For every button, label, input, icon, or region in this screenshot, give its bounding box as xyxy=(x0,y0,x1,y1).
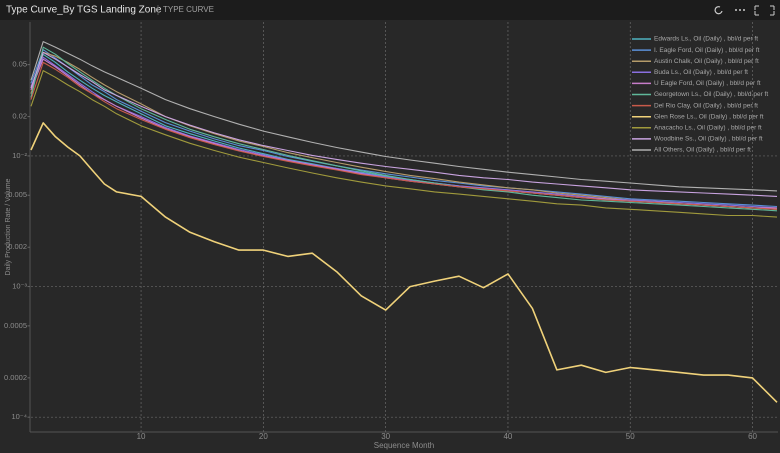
more-icon[interactable] xyxy=(735,9,745,11)
legend-label: Edwards Ls., Oil (Daily) , bbl/d per ft xyxy=(654,36,758,43)
legend-label: Woodbine Ss., Oil (Daily) , bbl/d per ft xyxy=(654,136,763,143)
dot[interactable] xyxy=(743,9,745,11)
y-tick-label: 0.0005 xyxy=(4,321,27,330)
x-axis-label: Sequence Month xyxy=(374,441,435,450)
y-tick-label: 0.0002 xyxy=(4,373,27,382)
dot[interactable] xyxy=(735,9,737,11)
x-tick-label: 50 xyxy=(626,432,635,441)
header-bar xyxy=(0,0,780,20)
y-tick-label: 0.02 xyxy=(12,112,27,121)
legend-label: Del Rio Clay, Oil (Daily) , bbl/d per ft xyxy=(654,102,758,109)
y-tick-label: 0.05 xyxy=(12,60,27,69)
series-line xyxy=(30,56,778,209)
legend-label: Austin Chalk, Oil (Daily) , bbl/d per ft xyxy=(654,58,759,65)
series-line xyxy=(30,70,778,218)
legend-label: Buda Ls., Oil (Daily) , bbl/d per ft xyxy=(654,69,748,76)
legend-label: Anacacho Ls., Oil (Daily) , bbl/d per ft xyxy=(654,125,762,132)
legend-label: I. Eagle Ford, Oil (Daily) , bbl/d per f… xyxy=(654,47,760,54)
series-line xyxy=(30,122,778,403)
legend-label: U Eagle Ford, Oil (Daily) , bbl/d per ft xyxy=(654,80,761,87)
legend-label: All Others, Oil (Daily) , bbl/d per ft xyxy=(654,147,751,154)
y-tick-label: 0.005 xyxy=(8,190,27,199)
x-tick-label: 30 xyxy=(381,432,390,441)
series-line xyxy=(30,46,778,212)
header-tag: TYPE CURVE xyxy=(163,5,214,14)
header-title: Type Curve_By TGS Landing Zone xyxy=(6,5,162,16)
refresh-icon[interactable] xyxy=(714,6,723,15)
series-line xyxy=(30,41,778,192)
x-tick-label: 40 xyxy=(503,432,512,441)
y-tick-label: 0.002 xyxy=(8,242,27,251)
series-line xyxy=(30,49,778,208)
x-tick-label: 10 xyxy=(137,432,146,441)
y-axis-label: Daily Production Rate / Volume xyxy=(5,178,12,275)
x-tick-label: 60 xyxy=(748,432,757,441)
expand-icon[interactable] xyxy=(754,5,775,16)
legend-label: Georgetown Ls., Oil (Daily) , bbl/d per … xyxy=(654,91,768,98)
refresh-arc[interactable] xyxy=(714,6,723,15)
y-tick-label: 10⁻³ xyxy=(12,282,27,291)
legend-label: Glen Rose Ls., Oil (Daily) , bbl/d per f… xyxy=(654,113,764,120)
y-tick-label: 10⁻² xyxy=(12,151,27,160)
y-tick-label: 10⁻⁴ xyxy=(11,412,27,421)
dot[interactable] xyxy=(739,9,741,11)
series-line xyxy=(30,61,778,210)
x-tick-label: 20 xyxy=(259,432,268,441)
series-line xyxy=(30,51,778,197)
